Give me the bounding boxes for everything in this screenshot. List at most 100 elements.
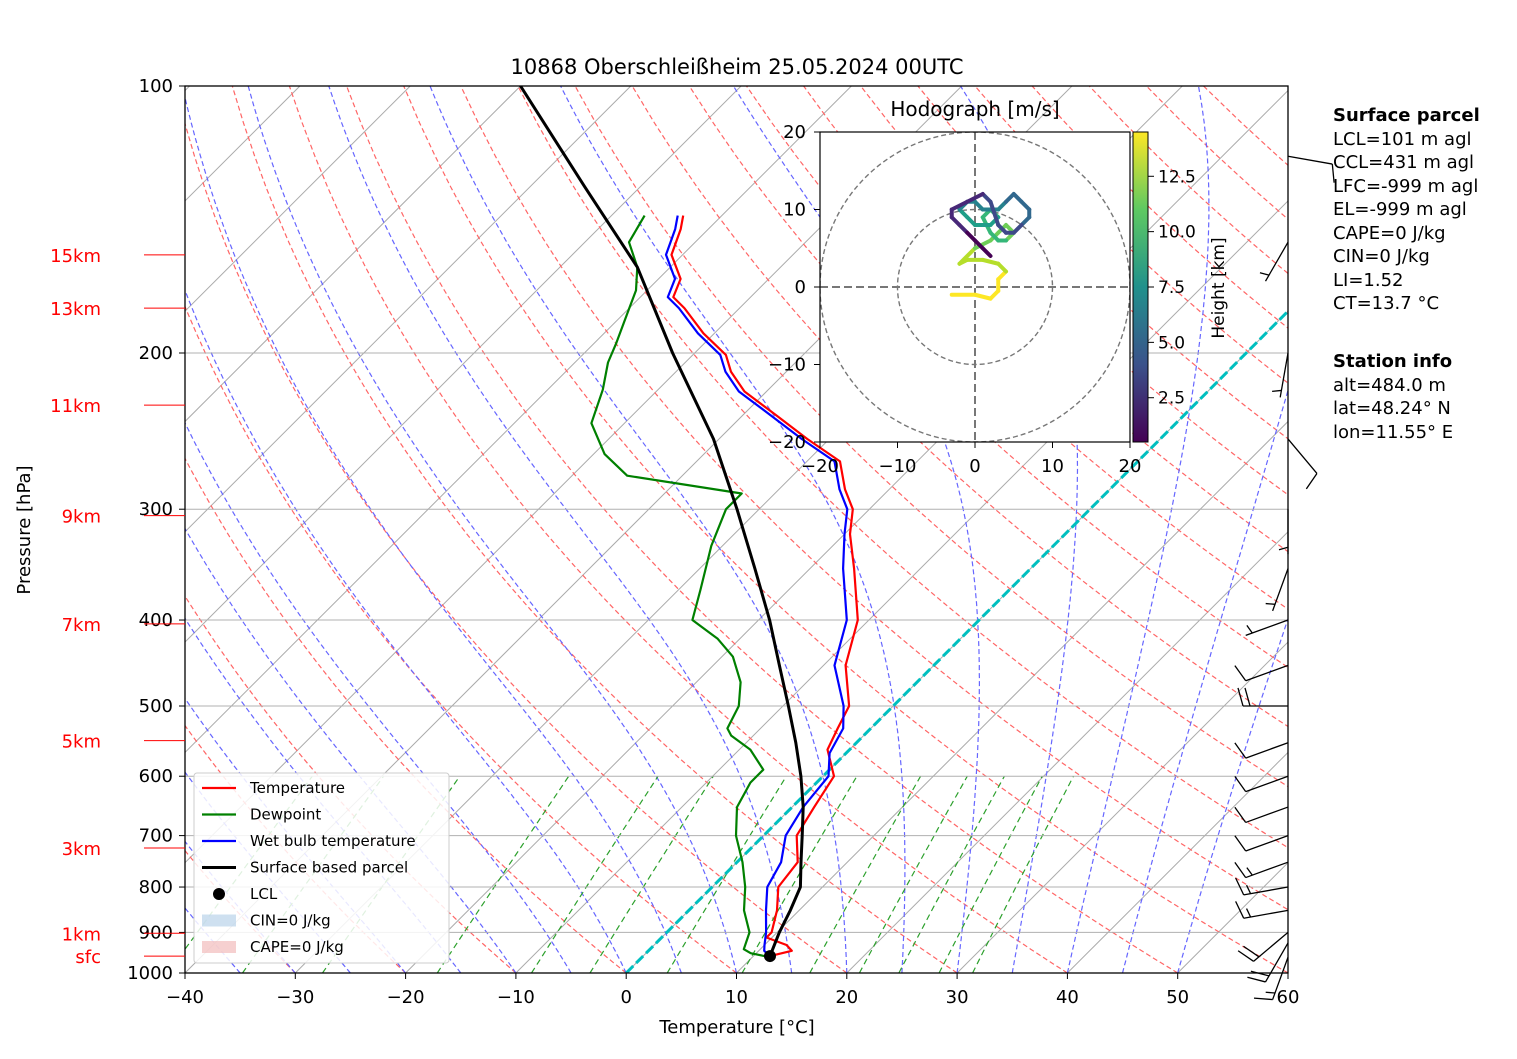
hodograph-y-tick-label: −20 [768, 432, 806, 453]
x-tick-label: 10 [725, 987, 748, 1008]
isotherm [185, 86, 632, 533]
series-wet-bulb-temperature [664, 215, 849, 957]
y-tick-label: 800 [139, 877, 173, 898]
colorbar-tick-label: 12.5 [1158, 167, 1196, 187]
hodograph-y-tick-label: −10 [768, 355, 806, 376]
hodograph-x-tick-label: 0 [969, 456, 980, 477]
hodograph-segment [973, 292, 993, 301]
x-tick-label: 60 [1277, 987, 1300, 1008]
series-temperature [670, 215, 859, 958]
dry-adiabat [185, 121, 848, 973]
moist-adiabat [560, 86, 906, 973]
wind-barb [1237, 687, 1288, 707]
moist-adiabat [1121, 388, 1288, 973]
height-label: 15km [50, 246, 101, 267]
surface-parcel-line: EL=-999 m agl [1333, 199, 1467, 220]
hodograph-segment [973, 238, 993, 251]
legend-label: LCL [250, 885, 278, 903]
legend-box [193, 772, 450, 964]
wind-barb [1234, 861, 1289, 879]
station-info-line: lat=48.24° N [1333, 398, 1451, 419]
hodograph-segment [988, 199, 1001, 227]
colorbar [1132, 131, 1149, 443]
wind-barb [1234, 834, 1289, 852]
x-tick-label: 0 [620, 987, 631, 1008]
dry-adiabat [517, 86, 1288, 849]
height-label: 13km [50, 299, 101, 320]
legend-label: Dewpoint [250, 806, 321, 824]
moist-adiabat [247, 86, 738, 973]
mixing-ratio-line [972, 775, 1075, 973]
surface-parcel-title: Surface parcel [1333, 105, 1480, 126]
mixing-ratio-line [809, 775, 922, 973]
x-axis-label: Temperature [°C] [658, 1017, 814, 1038]
wind-barb [1234, 806, 1289, 824]
x-tick-label: 20 [835, 987, 858, 1008]
hodograph-segment [980, 257, 1001, 266]
station-info-title: Station info [1333, 351, 1453, 372]
moist-adiabat [185, 421, 572, 973]
height-label: 3km [62, 839, 101, 860]
height-label: sfc [75, 947, 101, 968]
x-tick-label: 50 [1166, 987, 1189, 1008]
hodograph-title: Hodograph [m/s] [890, 97, 1059, 121]
y-axis-label: Pressure [hPa] [14, 465, 35, 594]
hodograph-x-tick-label: 20 [1119, 456, 1142, 477]
dry-adiabat [185, 304, 737, 973]
hodograph-y-tick-label: 10 [783, 200, 806, 221]
hodograph-segment [965, 192, 985, 204]
moist-adiabat [185, 907, 241, 973]
wind-barb [1235, 901, 1289, 919]
hodograph-segment [980, 246, 993, 258]
y-tick-label: 200 [139, 343, 173, 364]
x-tick-label: −20 [387, 987, 425, 1008]
hodograph-y-tick-label: 0 [795, 277, 806, 298]
legend-label: Temperature [249, 779, 345, 797]
y-tick-label: 400 [139, 610, 173, 631]
wind-barb [1234, 742, 1289, 759]
mixing-ratio-line [741, 775, 858, 973]
hodograph-x-tick-label: 10 [1041, 456, 1064, 477]
mixing-ratio-line [898, 775, 1005, 973]
height-label: 1km [62, 924, 101, 945]
mixing-ratio-line [938, 775, 1043, 973]
isotherm [185, 86, 852, 754]
dry-adiabat [403, 86, 1288, 973]
y-tick-label: 100 [139, 76, 173, 97]
x-ticks: −40 −30 −20 −10 0 10 20 30 40 50 60 [166, 973, 1299, 1008]
surface-parcel-line: CIN=0 J/kg [1333, 246, 1430, 267]
y-tick-label: 300 [139, 499, 173, 520]
surface-parcel-line: CCL=431 m agl [1333, 152, 1475, 173]
mixing-ratio-line [666, 775, 787, 973]
moist-adiabat [328, 86, 793, 973]
x-tick-label: 30 [946, 987, 969, 1008]
dry-adiabat [231, 86, 958, 973]
hodograph-y-tick-label: 20 [783, 122, 806, 143]
colorbar-label: Height [km] [1209, 237, 1229, 338]
wind-barb [1237, 931, 1289, 962]
dry-adiabat [185, 457, 627, 973]
moist-adiabat [185, 94, 682, 973]
hodograph-x-tick-label: −20 [801, 456, 839, 477]
surface-parcel-line: LI=1.52 [1333, 269, 1404, 291]
x-tick-label: −30 [276, 987, 314, 1008]
surface-parcel-line: CT=13.7 °C [1333, 293, 1440, 314]
isotherm [956, 641, 1288, 973]
wind-barb [1272, 352, 1289, 398]
hodograph: Hodograph [m/s] −20 −20 −10 −10 0 0 10 10 20 20 2… [768, 97, 1229, 477]
hodograph-segment [949, 199, 970, 212]
colorbar-tick-label: 2.5 [1158, 389, 1185, 409]
wind-barb [1259, 241, 1289, 282]
wind-barb [1287, 438, 1318, 490]
height-label: 5km [62, 732, 101, 753]
station-info-line: lon=11.55° E [1333, 421, 1454, 443]
isotherm [846, 531, 1288, 973]
legend-patch [202, 941, 236, 953]
wind-barb [1253, 957, 1289, 1001]
height-label: 11km [50, 396, 101, 417]
legend-label: Surface based parcel [250, 859, 408, 877]
hodograph-segment [957, 246, 977, 266]
